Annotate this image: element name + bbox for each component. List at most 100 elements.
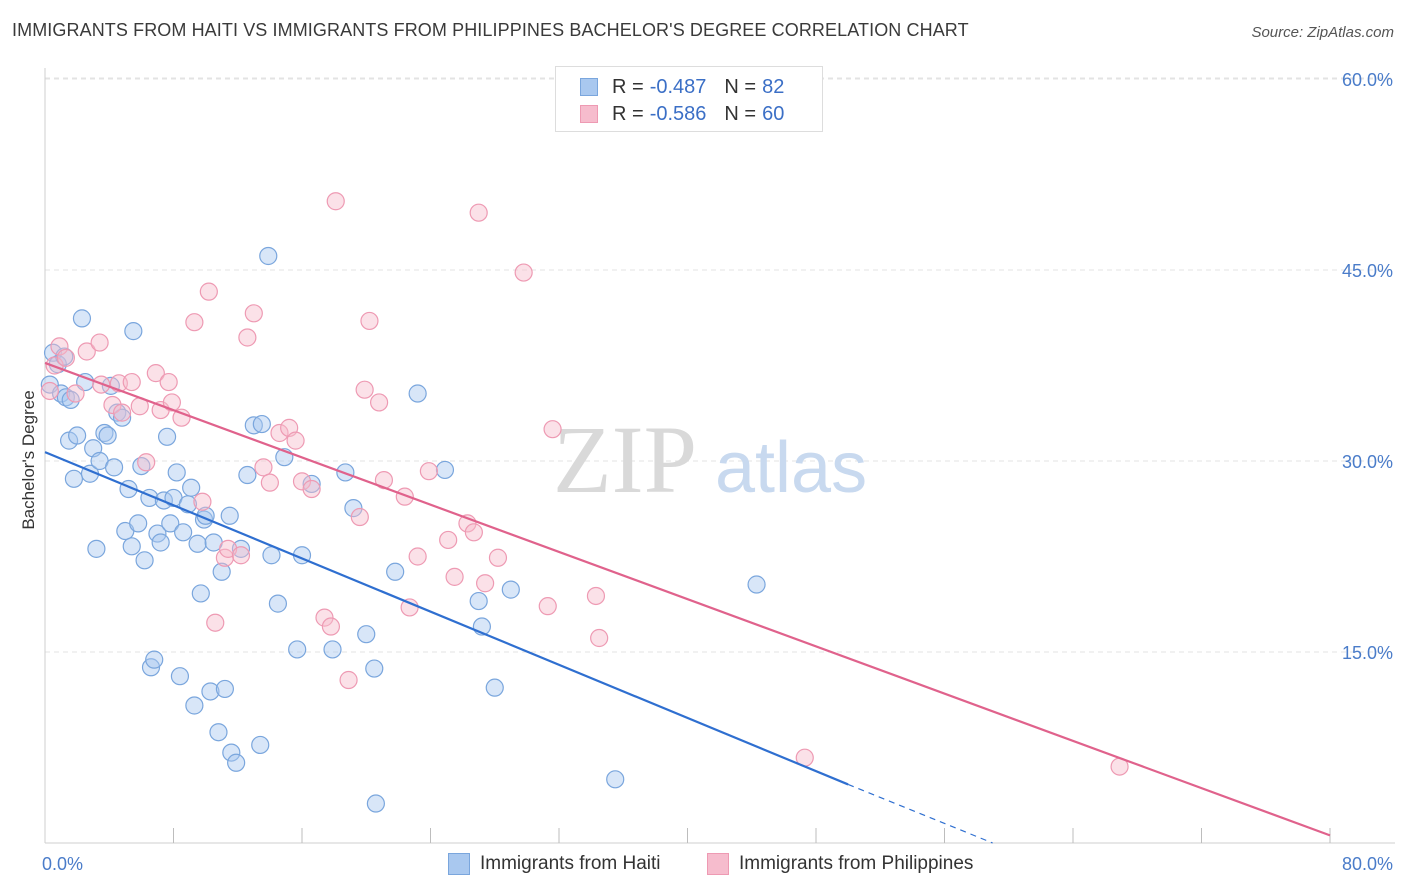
philippines-point: [469, 203, 488, 222]
philippines-point: [77, 342, 96, 361]
philippines-point: [172, 408, 191, 427]
y-tick-label: 45.0%: [1342, 261, 1393, 281]
haiti-point: [606, 770, 625, 789]
philippines-point: [350, 507, 369, 527]
haiti-point: [408, 384, 427, 403]
philippines-point: [464, 523, 483, 542]
haiti-r-value: -0.487: [649, 75, 707, 98]
haiti-point: [122, 537, 141, 556]
philippines-point: [315, 608, 334, 627]
philippines-point: [199, 282, 218, 301]
y-tick-label: 60.0%: [1342, 70, 1393, 90]
haiti-point: [56, 388, 75, 407]
haiti-point: [501, 580, 520, 599]
haiti-point: [386, 562, 405, 581]
haiti-n-value: 82: [762, 75, 785, 98]
philippines-point: [321, 617, 341, 636]
haiti-point: [238, 465, 257, 485]
haiti-r-label: R =: [612, 75, 644, 98]
trend-lines: [44, 361, 1331, 844]
haiti-point: [161, 514, 180, 533]
philippines-point: [514, 263, 533, 282]
philippines-point: [286, 431, 305, 450]
philippines-point: [56, 348, 75, 367]
philippines-point: [50, 337, 69, 356]
axes: [44, 68, 1395, 844]
chart-title: IMMIGRANTS FROM HAITI VS IMMIGRANTS FROM…: [12, 20, 969, 40]
philippines-point: [292, 472, 312, 491]
haiti-point: [357, 625, 376, 644]
haiti-point: [72, 309, 92, 328]
correlation-legend: R = -0.487 N = 82 R = -0.586 N = 60: [555, 66, 823, 132]
haiti-point: [201, 682, 220, 701]
haiti-point: [188, 534, 207, 553]
haiti-point: [64, 469, 84, 488]
philippines-r-label: R =: [612, 102, 644, 125]
philippines-point: [137, 453, 156, 472]
haiti-point: [222, 743, 241, 762]
philippines-point: [439, 530, 458, 550]
haiti-point: [435, 460, 455, 480]
haiti-point: [145, 650, 164, 669]
haiti-point: [259, 246, 278, 266]
haiti-points: [40, 246, 766, 813]
philippines-point: [66, 384, 85, 403]
haiti-point: [112, 408, 132, 427]
y-axis-title: Bachelor's Degree: [19, 390, 38, 529]
haiti-point: [323, 640, 342, 659]
philippines-point: [488, 548, 508, 567]
haiti-point: [220, 506, 239, 525]
philippines-points: [40, 192, 1129, 776]
haiti-point: [98, 426, 117, 445]
philippines-point: [254, 458, 273, 477]
philippines-point: [395, 487, 414, 506]
x-tick-label-max: 80.0%: [1342, 854, 1393, 874]
haiti-point: [104, 458, 124, 477]
haiti-point: [191, 584, 210, 603]
haiti-point: [167, 463, 186, 482]
haiti-point: [227, 753, 246, 772]
philippines-n-value: 60: [762, 102, 785, 125]
legend-row-haiti: R = -0.487 N = 82: [580, 73, 784, 101]
philippines-point: [159, 372, 178, 392]
haiti-point: [344, 499, 363, 518]
bottom-legend-haiti: Immigrants from Haiti: [448, 852, 661, 876]
haiti-point: [288, 640, 307, 659]
haiti-point: [124, 322, 143, 341]
haiti-point: [95, 423, 114, 443]
haiti-point: [212, 562, 231, 581]
haiti-point: [365, 659, 384, 678]
haiti-point: [231, 539, 251, 558]
philippines-point: [326, 192, 345, 211]
philippines-point: [103, 395, 122, 415]
philippines-point: [419, 462, 438, 481]
philippines-point: [122, 372, 141, 392]
bottom-haiti-swatch: [448, 853, 470, 875]
x-tick-label-min: 0.0%: [42, 854, 83, 874]
philippines-swatch: [580, 105, 598, 123]
y-tick-label: 15.0%: [1342, 643, 1393, 663]
haiti-point: [182, 478, 201, 497]
philippines-point: [370, 393, 389, 412]
watermark-atlas: atlas: [715, 428, 867, 508]
philippines-point: [586, 586, 606, 606]
haiti-point: [252, 414, 271, 434]
haiti-point: [485, 678, 504, 697]
haiti-swatch: [580, 78, 598, 96]
philippines-point: [445, 567, 464, 586]
bottom-haiti-label: Immigrants from Haiti: [480, 853, 661, 874]
philippines-point: [244, 304, 263, 323]
philippines-point: [355, 380, 374, 399]
philippines-point: [90, 333, 109, 352]
philippines-trend-line: [44, 361, 1331, 837]
haiti-point: [68, 426, 87, 445]
haiti-point: [170, 667, 190, 686]
bottom-philippines-swatch: [707, 853, 729, 875]
philippines-r-value: -0.586: [649, 102, 707, 125]
haiti-point: [174, 523, 193, 542]
haiti-trend-line: [44, 451, 849, 786]
philippines-point: [231, 546, 251, 565]
haiti-n-label: N =: [724, 75, 757, 98]
bottom-philippines-label: Immigrants from Philippines: [739, 853, 974, 874]
